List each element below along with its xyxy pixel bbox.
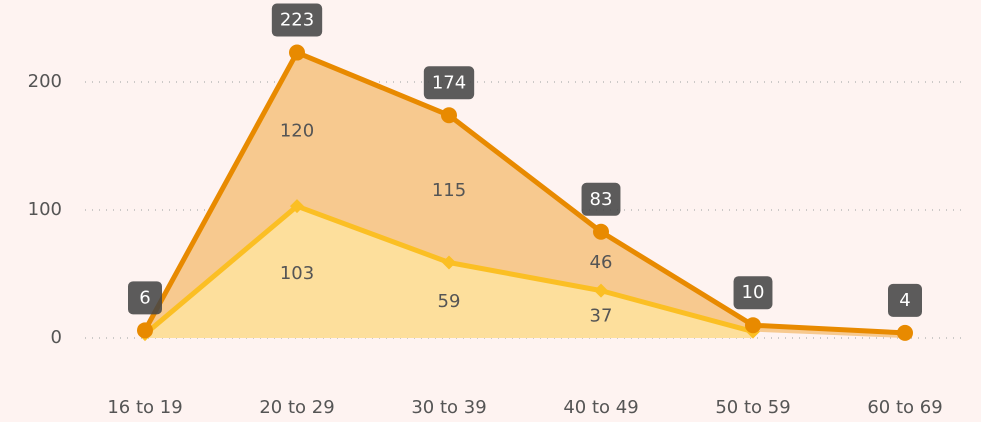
x-tick-label: 60 to 69 [867, 397, 942, 418]
total-label: 10 [742, 282, 765, 303]
area [145, 52, 905, 339]
total-label-box [581, 182, 621, 216]
data-label: 37 [590, 305, 613, 326]
data-label: 46 [590, 252, 613, 273]
x-tick-label: 16 to 19 [107, 397, 182, 418]
total-label-box [733, 276, 773, 310]
total-label: 6 [139, 287, 150, 308]
marker [441, 107, 457, 124]
total-label: 174 [432, 72, 466, 93]
total-label-box [271, 3, 323, 37]
marker [289, 44, 305, 61]
total-label: 83 [590, 189, 613, 210]
x-tick-label: 50 to 59 [715, 397, 790, 418]
marker [593, 223, 609, 240]
y-tick-label: 0 [51, 327, 62, 348]
data-label: 115 [432, 180, 466, 201]
marker [137, 322, 153, 339]
total-label: 4 [899, 290, 910, 311]
marker [290, 199, 304, 214]
x-tick-label: 40 to 49 [563, 397, 638, 418]
total-label: 223 [280, 10, 314, 31]
total-label-box [128, 281, 162, 315]
data-label: 103 [280, 263, 314, 284]
data-label: 120 [280, 120, 314, 141]
data-label: 59 [438, 291, 461, 312]
y-tick-label: 100 [28, 199, 62, 220]
marker [745, 317, 761, 334]
total-label-box [888, 283, 922, 317]
x-tick-label: 30 to 39 [411, 397, 486, 418]
x-tick-label: 20 to 29 [259, 397, 334, 418]
marker [442, 255, 456, 270]
y-tick-label: 200 [28, 71, 62, 92]
marker [594, 283, 608, 298]
marker [897, 324, 913, 341]
area [145, 206, 753, 338]
total-label-box [423, 66, 475, 100]
series-line [142, 50, 906, 336]
